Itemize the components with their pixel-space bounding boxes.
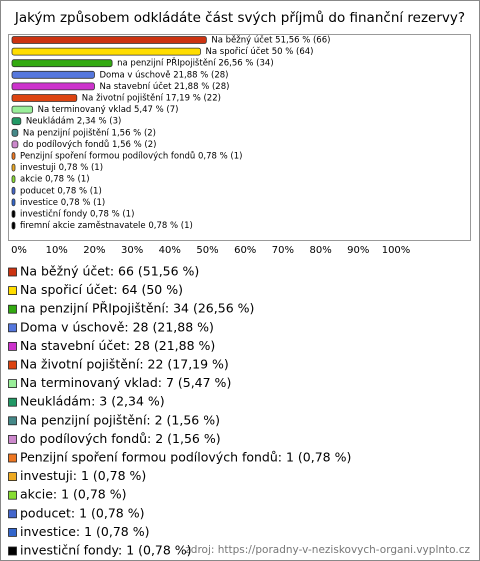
bar-label: Na penzijní pojištění 1,56 % (2): [23, 127, 156, 138]
bar: [11, 198, 16, 207]
bar: [11, 82, 95, 91]
bar: [11, 117, 22, 126]
bar: [11, 105, 34, 114]
legend-swatch: [8, 304, 17, 314]
bar: [11, 152, 16, 160]
legend-swatch: [8, 397, 17, 407]
bar-label: na penzijní PŘIpojištění 26,56 % (34): [117, 58, 274, 69]
bar: [11, 175, 16, 184]
legend-swatch: [8, 434, 17, 444]
x-tick-label: 70%: [272, 245, 294, 256]
bar: [11, 128, 19, 137]
bar: [11, 163, 16, 172]
legend-swatch: [8, 360, 17, 370]
legend-label: investice: 1 (0,78 %): [20, 524, 149, 539]
legend-label: Na stavební účet: 28 (21,88 %): [20, 338, 215, 353]
bar-label: Na terminovaný vklad 5,47 % (7): [38, 105, 179, 115]
bar-label: poducet 0,78 % (1): [20, 186, 102, 196]
x-tick-label: 60%: [234, 245, 256, 256]
legend-label: Doma v úschově: 28 (21,88 %): [20, 319, 214, 334]
bar: [11, 36, 207, 44]
legend-label: poducet: 1 (0,78 %): [20, 505, 144, 520]
bar: [11, 47, 201, 56]
x-tick-label: 20%: [83, 245, 105, 256]
legend-swatch: [8, 379, 17, 389]
legend-swatch: [8, 490, 17, 500]
legend-swatch: [8, 453, 17, 463]
bar: [11, 221, 16, 230]
legend-label: akcie: 1 (0,78 %): [20, 487, 126, 502]
legend-label: Na běžný účet: 66 (51,56 %): [20, 264, 199, 279]
x-tick-label: 10%: [46, 245, 68, 256]
legend-label: Na životní pojištění: 22 (17,19 %): [20, 357, 229, 372]
x-tick-label: 40%: [159, 245, 181, 256]
x-tick-label: 80%: [309, 245, 331, 256]
legend-label: investuji: 1 (0,78 %): [20, 468, 146, 483]
legend-label: do podílových fondů: 2 (1,56 %): [20, 431, 221, 446]
bar: [11, 59, 113, 68]
bar-label: Penzijní spoření formou podílových fondů…: [20, 151, 242, 162]
legend-swatch: [8, 267, 17, 277]
legend-swatch: [8, 509, 17, 519]
legend-swatch: [8, 323, 17, 333]
bar-label: Doma v úschově 21,88 % (28): [99, 70, 228, 80]
plot-frame: [8, 34, 471, 241]
bar: [11, 210, 16, 218]
bar: [11, 140, 19, 149]
legend-swatch: [8, 416, 17, 426]
source: zdroj: https://poradny-v-neziskovych-org…: [185, 544, 470, 556]
bar-label: investice 0,78 % (1): [20, 198, 105, 208]
x-tick-label: 0%: [11, 245, 27, 256]
bar-label: akcie 0,78 % (1): [20, 175, 90, 185]
x-tick-label: 50%: [196, 245, 218, 256]
chart-title: Jakým způsobem odkládáte část svých příj…: [14, 10, 465, 26]
legend-label: na penzijní PŘIpojištění: 34 (26,56 %): [20, 301, 254, 316]
bar-label: investuji 0,78 % (1): [20, 163, 103, 173]
legend-label: Na terminovaný vklad: 7 (5,47 %): [20, 375, 231, 390]
legend-label: Neukládám: 3 (2,34 %): [20, 394, 165, 409]
x-tick-label: 90%: [347, 245, 369, 256]
legend-label: Penzijní spoření formou podílových fondů…: [20, 450, 351, 465]
bar: [11, 186, 16, 195]
bar-label: investiční fondy 0,78 % (1): [20, 209, 134, 220]
bar-label: firemní akcie zaměstnavatele 0,78 % (1): [20, 221, 193, 231]
legend-swatch: [8, 286, 17, 296]
bar-label: do podílových fondů 1,56 % (2): [23, 139, 157, 150]
legend-label: Na spořicí účet: 64 (50 %): [20, 282, 183, 297]
bar-label: Na běžný účet 51,56 % (66): [211, 35, 330, 46]
legend-label: investiční fondy: 1 (0,78 %): [20, 543, 192, 558]
bar-label: Na životní pojištění 17,19 % (22): [82, 93, 221, 104]
x-tick-label: 100%: [382, 245, 411, 256]
bar: [11, 94, 78, 102]
legend-swatch: [8, 341, 17, 351]
bar: [11, 70, 95, 79]
bar-label: Neukládám 2,34 % (3): [26, 117, 122, 127]
legend-swatch: [8, 472, 17, 482]
bar-label: Na spořicí účet 50 % (64): [206, 46, 314, 57]
legend-swatch: [8, 546, 17, 556]
bar-label: Na stavební účet 21,88 % (28): [99, 81, 229, 92]
legend-label: Na penzijní pojištění: 2 (1,56 %): [20, 412, 220, 427]
x-tick-label: 30%: [121, 245, 143, 256]
legend-swatch: [8, 528, 17, 537]
